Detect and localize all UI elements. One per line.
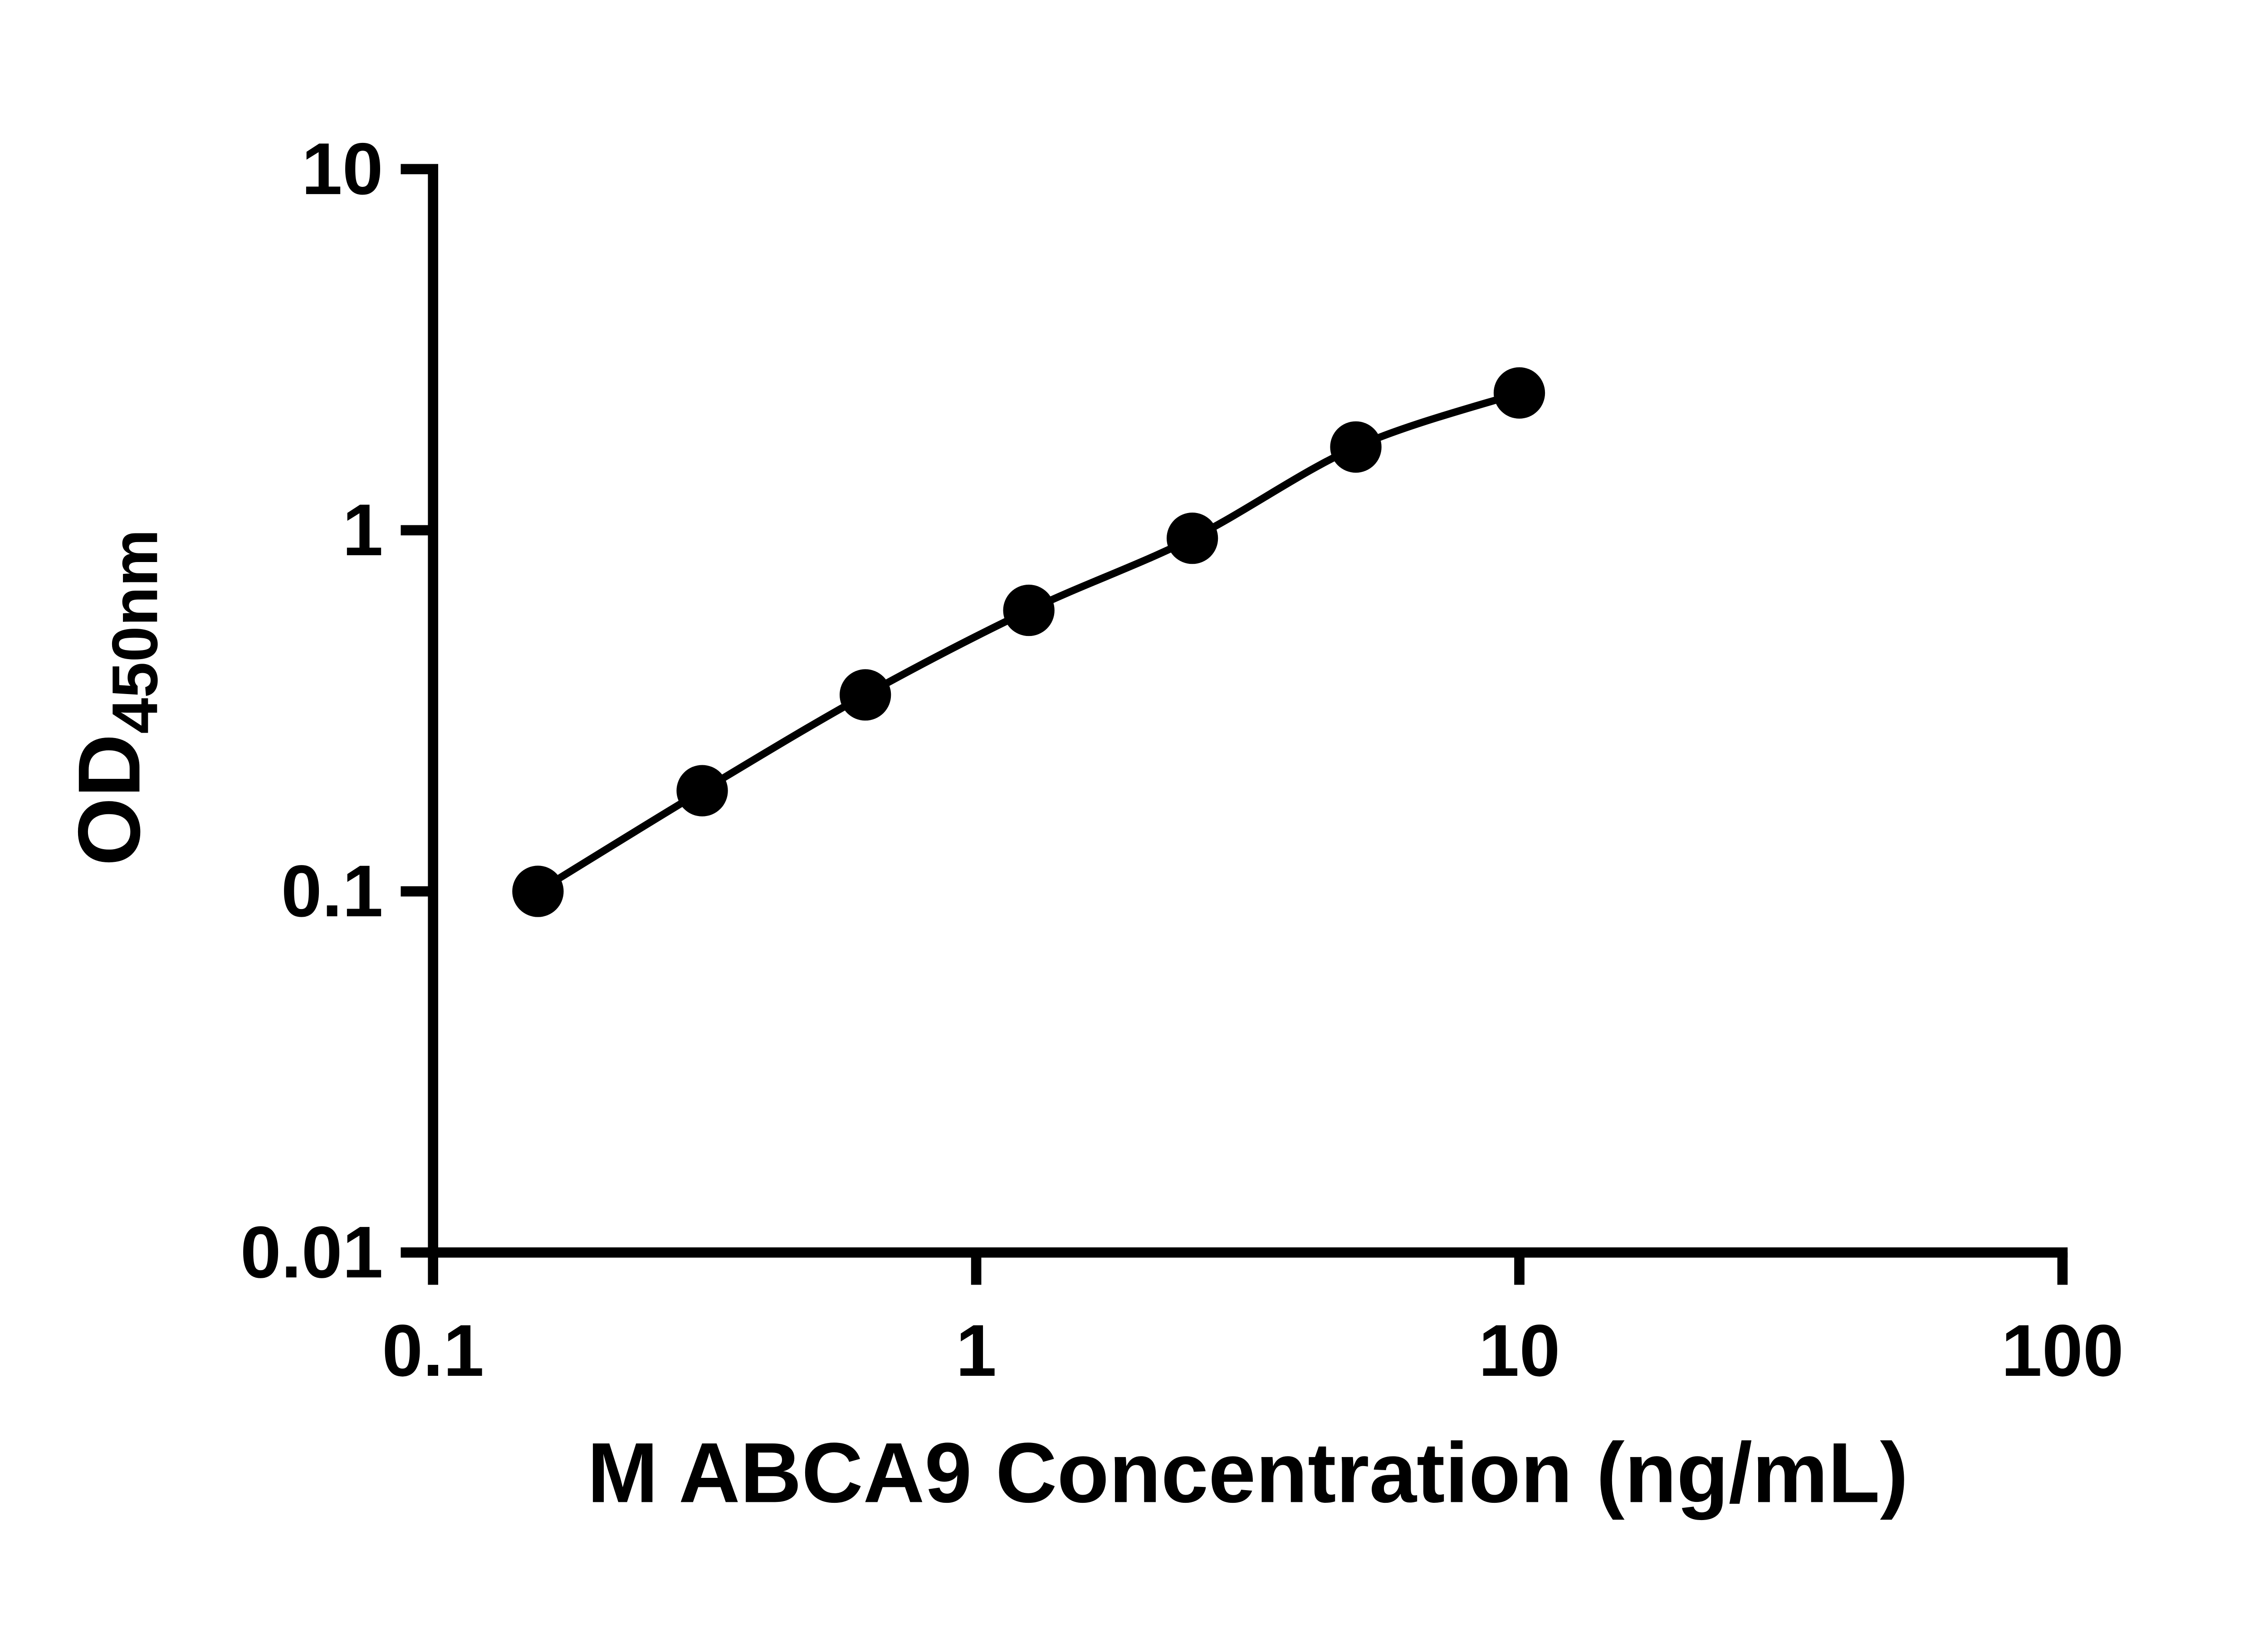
x-tick-label: 1 bbox=[956, 1310, 997, 1392]
axis-spine bbox=[428, 164, 2068, 1258]
y-tick-label: 0.1 bbox=[281, 851, 383, 932]
data-point bbox=[1493, 367, 1545, 419]
x-axis-title: M ABCA9 Concentration (ng/mL) bbox=[587, 1425, 1908, 1520]
standard-curve-line bbox=[536, 389, 1521, 895]
y-axis-title-text: OD450nm bbox=[60, 529, 171, 866]
data-point bbox=[840, 669, 891, 721]
data-point bbox=[512, 865, 564, 917]
y-tick-label: 0.01 bbox=[240, 1212, 383, 1293]
data-point bbox=[1330, 421, 1382, 473]
data-point bbox=[1003, 584, 1055, 636]
data-point bbox=[676, 765, 728, 816]
x-tick-label: 0.1 bbox=[382, 1310, 484, 1392]
y-tick-label: 10 bbox=[302, 128, 383, 210]
plot-layer: 0.1 1 10 100 0.01 0.1 1 10 bbox=[240, 128, 2124, 1392]
data-point bbox=[1166, 513, 1218, 564]
x-tick-label: 100 bbox=[2001, 1310, 2124, 1392]
x-tick-label: 10 bbox=[1479, 1310, 1560, 1392]
y-tick-label: 1 bbox=[342, 489, 383, 571]
y-axis-title: OD450nm bbox=[60, 529, 171, 866]
